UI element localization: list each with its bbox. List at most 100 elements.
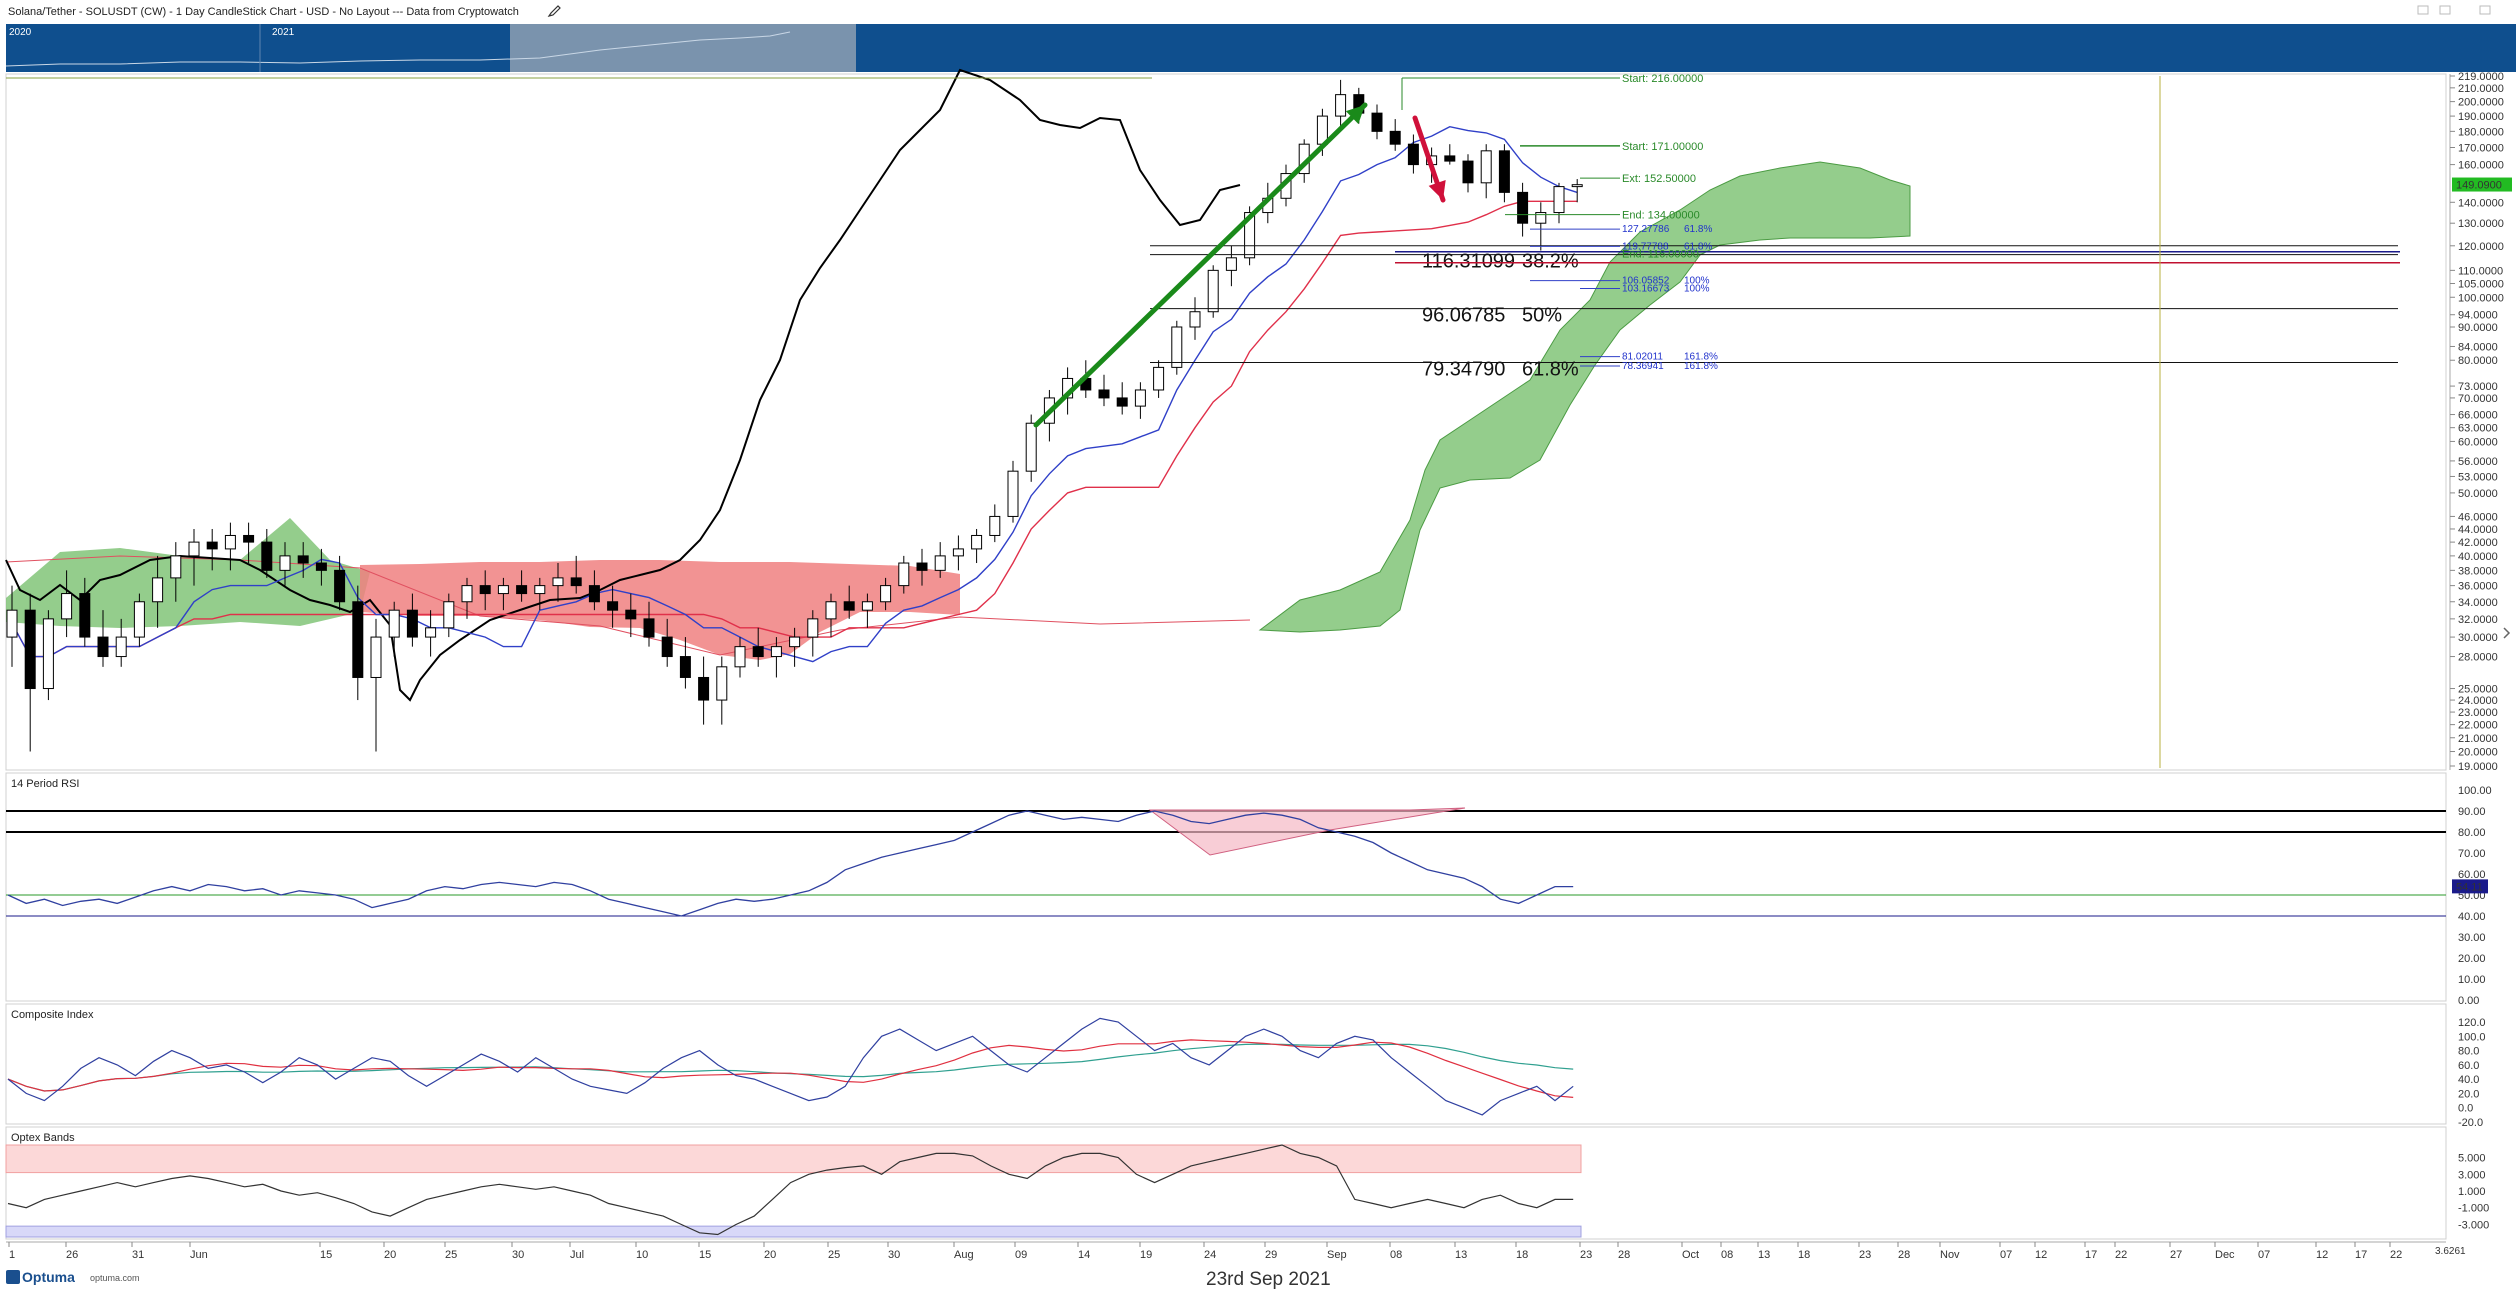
price-tick-label: 60.0000 xyxy=(2458,436,2498,448)
composite-tick-label: 60.0 xyxy=(2458,1060,2479,1072)
candle xyxy=(1371,104,1383,140)
date-tick-label: 30 xyxy=(512,1249,524,1261)
fib-pct-label: 61.8% xyxy=(1522,359,1579,381)
date-tick-label: Dec xyxy=(2215,1249,2235,1261)
date-tick-label: 22 xyxy=(2390,1249,2402,1261)
candle-body xyxy=(570,577,582,587)
fib-price-label: 116.31099 xyxy=(1422,251,1515,273)
candle-body xyxy=(406,609,418,638)
price-tick-label: 120.0000 xyxy=(2458,241,2504,253)
price-tick-label: 160.0000 xyxy=(2458,160,2504,172)
candle xyxy=(224,522,236,571)
rsi-current-tag xyxy=(2452,879,2488,894)
composite-tick-label: 80.0 xyxy=(2458,1046,2479,1058)
candle-body xyxy=(989,515,1001,536)
price-tick-label: 56.0000 xyxy=(2458,456,2498,468)
candle-body xyxy=(352,601,364,678)
date-tick-label: 1 xyxy=(9,1249,15,1261)
trend-up-arrow xyxy=(1033,102,1368,428)
candle xyxy=(934,542,946,578)
candle xyxy=(989,504,1001,543)
senkou-span-b xyxy=(5,555,1251,656)
composite-tick-label: 100.0 xyxy=(2458,1031,2486,1043)
candle xyxy=(952,535,964,571)
candle xyxy=(1153,360,1165,398)
price-tick-label: 28.0000 xyxy=(2458,652,2498,664)
candle xyxy=(1335,79,1347,132)
candle-body xyxy=(315,562,327,571)
date-tick-label: 23 xyxy=(1859,1249,1871,1261)
candle-body xyxy=(1189,311,1201,328)
rsi-tick-label: 70.00 xyxy=(2458,848,2486,860)
candle-body xyxy=(1535,212,1547,224)
price-tick-label: 200.0000 xyxy=(2458,97,2504,109)
projection-level-pct: 161.8% xyxy=(1684,361,1718,372)
optex-tick-label: 3.000 xyxy=(2458,1169,2486,1181)
edit-pencil-icon[interactable] xyxy=(547,5,561,17)
candle-body xyxy=(952,548,964,557)
optex-tick-label: 5.000 xyxy=(2458,1153,2486,1165)
navigator-bar[interactable]: 2020 2021 xyxy=(5,24,2516,72)
candle xyxy=(661,618,673,667)
restore-icon[interactable] xyxy=(2439,5,2451,15)
trend-up-arrow-head xyxy=(1345,105,1365,125)
ichimoku-cloud-future xyxy=(1258,161,1911,633)
navigator-window[interactable] xyxy=(510,24,856,72)
price-tick-label: 36.0000 xyxy=(2458,581,2498,593)
composite-tick-label: 20.0 xyxy=(2458,1088,2479,1100)
candle xyxy=(643,601,655,647)
price-tick-label: 170.0000 xyxy=(2458,142,2504,154)
date-tick-label: Sep xyxy=(1327,1249,1347,1261)
corner-value: 3.6261 xyxy=(2435,1246,2466,1257)
candle-body xyxy=(625,609,637,620)
candle xyxy=(880,577,892,611)
composite-axis[interactable]: 120.0 100.0 80.0 60.0 40.0 20.0 0.0 -20.0 xyxy=(2458,1017,2486,1129)
candle-body xyxy=(1116,397,1128,407)
candle xyxy=(716,656,728,725)
candle-body xyxy=(861,601,873,611)
date-tick-label: 20 xyxy=(764,1249,776,1261)
candle xyxy=(916,548,928,586)
rsi-tick-label: 20.00 xyxy=(2458,953,2486,965)
candle-body xyxy=(534,585,546,595)
current-price-tag xyxy=(2452,177,2512,192)
candle-body xyxy=(170,555,182,579)
candle xyxy=(807,610,819,657)
price-tick-label: 24.0000 xyxy=(2458,695,2498,707)
date-tick-label: 19 xyxy=(1140,1249,1152,1261)
projection-level-value: 81.02011 xyxy=(1622,352,1663,363)
candle-body xyxy=(152,577,164,603)
window-controls[interactable] xyxy=(2417,5,2491,15)
price-tick-label: 53.0000 xyxy=(2458,471,2498,483)
candle-body xyxy=(1134,389,1146,407)
candle xyxy=(1116,382,1128,415)
candle xyxy=(79,577,91,647)
rsi-tick-label: 40.00 xyxy=(2458,911,2486,923)
candle xyxy=(1553,182,1565,224)
rsi-axis[interactable]: 100.0090.0080.0070.0060.0050.0040.0030.0… xyxy=(2452,785,2492,1007)
optex-axis[interactable]: 5.000 3.000 1.000 -1.000 -3.000 xyxy=(2458,1153,2489,1232)
date-axis[interactable]: 1 26 31 Jun 15 20 25 30 Jul 10 15 20 25 30 Aug 09 14 19 24… xyxy=(6,1241,2446,1261)
candle-body xyxy=(24,609,36,690)
projection-ext-label: Ext: 152.50000 xyxy=(1622,173,1696,185)
scroll-right-icon[interactable] xyxy=(2503,627,2511,639)
optex-line xyxy=(7,1144,1574,1236)
date-tick-label: 15 xyxy=(320,1249,332,1261)
minimize-icon[interactable] xyxy=(2417,5,2429,15)
candle-body xyxy=(388,609,400,638)
price-tick-label: 30.0000 xyxy=(2458,632,2498,644)
candle xyxy=(789,627,801,667)
rsi-tick-label: 10.00 xyxy=(2458,974,2486,986)
optex-upper-band xyxy=(5,1144,1582,1174)
candle xyxy=(552,563,564,602)
candle-body xyxy=(1244,212,1256,259)
price-tick-label: 38.0000 xyxy=(2458,565,2498,577)
projection-level-pct: 100% xyxy=(1684,283,1710,294)
candle xyxy=(679,637,691,689)
current-price-label: 149.0900 xyxy=(2456,180,2502,192)
close-icon[interactable] xyxy=(2479,5,2491,15)
candle-body xyxy=(6,609,18,638)
candle xyxy=(1207,265,1219,318)
rsi-line xyxy=(7,810,1574,917)
